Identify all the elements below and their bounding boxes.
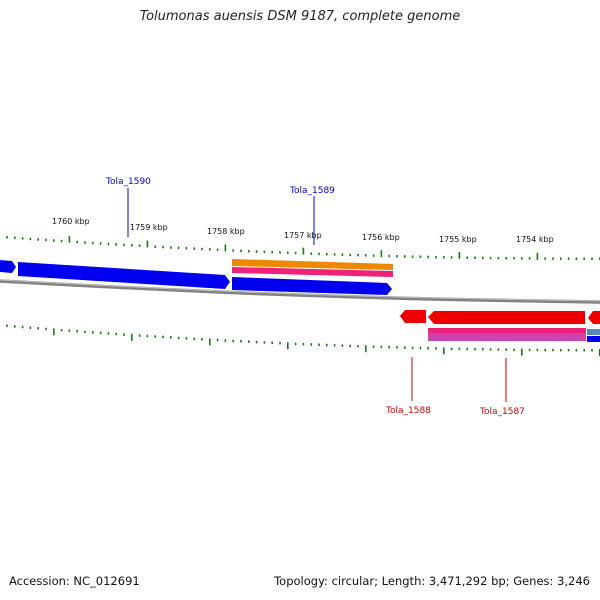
scale-label-1757: 1757 kbp xyxy=(284,231,322,240)
lower-tick-row xyxy=(6,324,600,356)
scale-label-1755: 1755 kbp xyxy=(439,235,477,244)
genome-summary-text: Topology: circular; Length: 3,471,292 bp… xyxy=(274,574,590,588)
backbone-highlight xyxy=(0,279,600,302)
feature-bar-magenta-top xyxy=(428,328,586,333)
scale-label-1758: 1758 kbp xyxy=(207,227,245,236)
feature-bar-orange[interactable] xyxy=(232,259,393,270)
page-title: Tolumonas auensis DSM 9187, complete gen… xyxy=(139,9,461,24)
feature-bar-pink[interactable] xyxy=(232,267,393,277)
scale-label-1760: 1760 kbp xyxy=(52,217,90,226)
gene-arrow-tola-1590[interactable] xyxy=(18,262,230,289)
scale-label-1754: 1754 kbp xyxy=(516,235,554,244)
gene-label-tola-1587[interactable]: Tola_1587 xyxy=(479,407,525,417)
gene-arrow-tola-1588[interactable] xyxy=(400,310,426,323)
scale-label-1759: 1759 kbp xyxy=(130,223,168,232)
gene-label-tola-1589[interactable]: Tola_1589 xyxy=(289,186,335,196)
gene-arrow-right-edge[interactable] xyxy=(588,311,600,324)
feature-edge-blue[interactable] xyxy=(587,336,600,342)
gene-label-tola-1590[interactable]: Tola_1590 xyxy=(105,177,151,187)
scale-label-1756: 1756 kbp xyxy=(362,233,400,242)
gene-arrow-left-edge[interactable] xyxy=(0,260,16,273)
gene-label-tola-1588[interactable]: Tola_1588 xyxy=(385,406,431,416)
upper-tick-row xyxy=(6,235,600,260)
accession-text: Accession: NC_012691 xyxy=(9,574,140,588)
genome-backbone xyxy=(0,279,600,304)
gene-arrow-tola-1589[interactable] xyxy=(232,277,392,295)
gene-arrow-tola-1587[interactable] xyxy=(428,311,585,324)
feature-edge-steel[interactable] xyxy=(587,329,600,335)
